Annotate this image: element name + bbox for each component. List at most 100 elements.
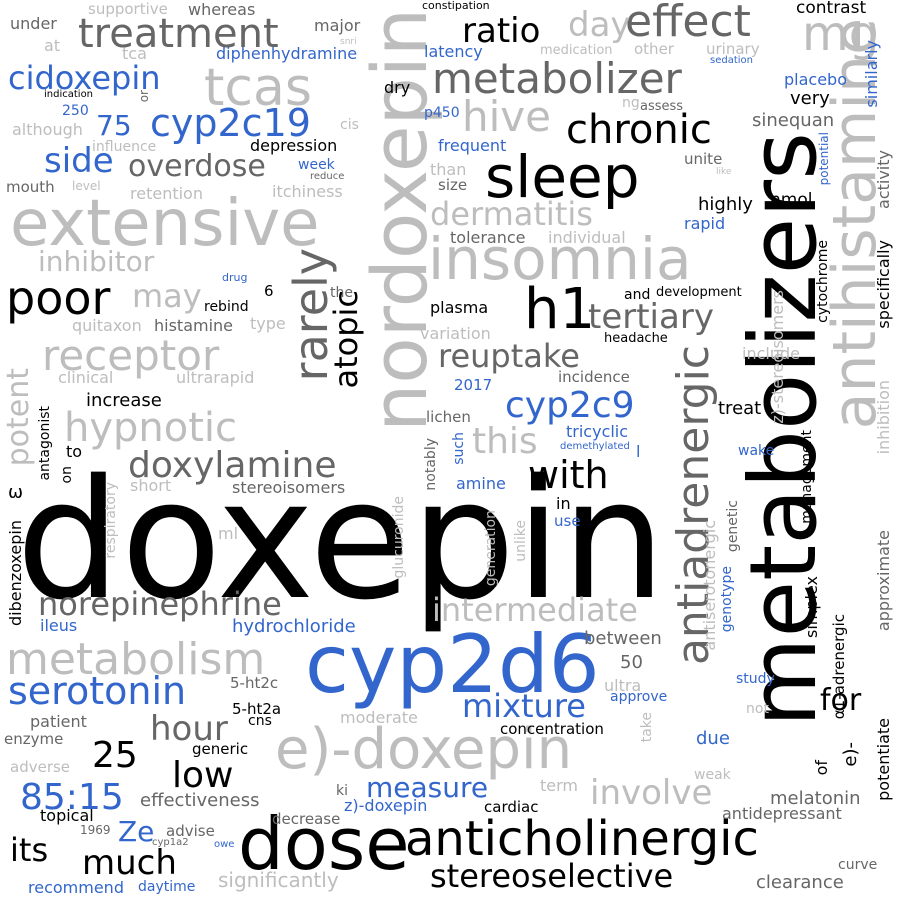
word-atopic: atopic [327, 290, 365, 389]
word-sleep: sleep [485, 143, 640, 211]
word-specifically: specifically [874, 240, 893, 329]
word-between: between [584, 628, 662, 649]
word-overdose: overdose [128, 149, 266, 184]
word-tertiary: tertiary [588, 297, 714, 337]
word-treatment: treatment [78, 11, 279, 57]
word-amine: amine [456, 474, 506, 493]
word-diphenhydramine: diphenhydramine [216, 44, 358, 63]
word-generation: generation [483, 510, 499, 587]
word-histamine: histamine [154, 316, 234, 335]
word-intermediate: intermediate [432, 591, 638, 629]
word-clinical: clinical [58, 368, 114, 387]
word-increase: increase [86, 390, 162, 411]
word-under: under [10, 14, 57, 33]
word-indication: indication [44, 89, 94, 100]
word-retention: retention [130, 184, 203, 203]
word-2017: 2017 [454, 376, 493, 394]
word-nordoxepin: nordoxepin [355, 8, 444, 432]
word-metabolizer: metabolizer [432, 54, 682, 103]
word-tricyclic: tricyclic [566, 422, 629, 441]
word-study: study [736, 671, 775, 687]
word-individual: individual [548, 228, 626, 247]
word-dermatitis: dermatitis [430, 195, 593, 233]
word-wake: wake [738, 443, 775, 459]
word-50: 50 [620, 652, 643, 673]
word-stereoselective: stereoselective [430, 857, 674, 895]
word-rebind: rebind [204, 299, 249, 315]
word-week: week [298, 157, 335, 173]
word-85-15: 85:15 [20, 777, 124, 818]
word-notably: notably [423, 438, 439, 491]
word-inhibitor: inhibitor [38, 245, 155, 278]
word-chronic: chronic [566, 107, 712, 153]
word-approve: approve [610, 689, 668, 705]
word-poor: poor [6, 271, 111, 325]
word-owe: owe [214, 839, 235, 850]
word-placebo: placebo [784, 70, 847, 89]
word-omega: ω [8, 482, 24, 503]
word-size: size [438, 176, 468, 194]
word-demethylated: demethylated [560, 441, 630, 452]
word-enzyme: enzyme [4, 730, 64, 748]
word-daytime: daytime [138, 879, 196, 895]
word-with: with [528, 453, 609, 497]
word-similarly: similarly [862, 40, 881, 108]
word-patient: patient [30, 712, 87, 731]
word-tcas: tcas [204, 58, 312, 118]
word-include: include [742, 344, 800, 363]
word-the: the [330, 285, 353, 301]
word-respiratory: respiratory [103, 482, 119, 559]
word-5-ht2c: 5-ht2c [230, 674, 279, 692]
word-in: in [556, 494, 571, 513]
word-serotonin: serotonin [8, 669, 187, 713]
word-use: use [554, 512, 581, 530]
word-type: type [250, 314, 286, 333]
word-melatonin: melatonin [770, 788, 861, 809]
word-75: 75 [96, 109, 132, 142]
word-to: to [66, 442, 83, 461]
word-effectiveness: effectiveness [140, 790, 260, 811]
word-snri: snri [340, 37, 357, 47]
word-involve: involve [590, 773, 713, 813]
word-than: than [430, 160, 467, 179]
word-adverse: adverse [10, 758, 71, 776]
word-unite: unite [684, 150, 723, 168]
word-cardiac: cardiac [484, 798, 539, 816]
word-much: much [82, 843, 177, 883]
word-topical: topical [40, 806, 94, 825]
word-development: development [656, 285, 742, 300]
word-for: for [820, 683, 862, 718]
word-significantly: significantly [218, 868, 339, 892]
word-25: 25 [92, 735, 138, 776]
word-moderate: moderate [340, 708, 418, 727]
word-1969: 1969 [80, 823, 111, 837]
word-its: its [10, 831, 49, 869]
word-approximate: approximate [874, 530, 893, 632]
word-potent: potent [1, 368, 36, 467]
word-depression: depression [250, 136, 338, 155]
word-cyp2d6: cyp2d6 [305, 618, 600, 711]
word-glucuronide: glucuronide [391, 496, 407, 579]
word-headache: headache [604, 331, 668, 346]
word-dibenzoxepin: dibenzoxepin [6, 520, 25, 626]
word-latency: latency [424, 42, 483, 61]
word-antagonist: antagonist [37, 406, 53, 481]
word-lichen: lichen [426, 408, 471, 426]
word-unlike: unlike [513, 520, 529, 562]
word-norepinephrine: norepinephrine [38, 585, 282, 623]
word-genotype: genotype [719, 566, 735, 633]
word-whereas: whereas [188, 0, 256, 19]
word-urinary: urinary [706, 40, 760, 58]
word-hypnotic: hypnotic [64, 405, 238, 451]
word-cytochrome: cytochrome [815, 240, 831, 323]
word-activity: activity [874, 150, 893, 209]
word-h1: h1 [524, 277, 596, 342]
word-l: l [636, 442, 641, 461]
word-5-ht2a: 5-ht2a [232, 700, 282, 718]
word-metabolism: metabolism [6, 634, 266, 685]
word-short: short [130, 476, 172, 495]
word-variation: variation [420, 324, 491, 343]
word-ml: ml [218, 524, 239, 543]
word-and: and [624, 287, 651, 303]
word-assess: assess [640, 99, 684, 114]
